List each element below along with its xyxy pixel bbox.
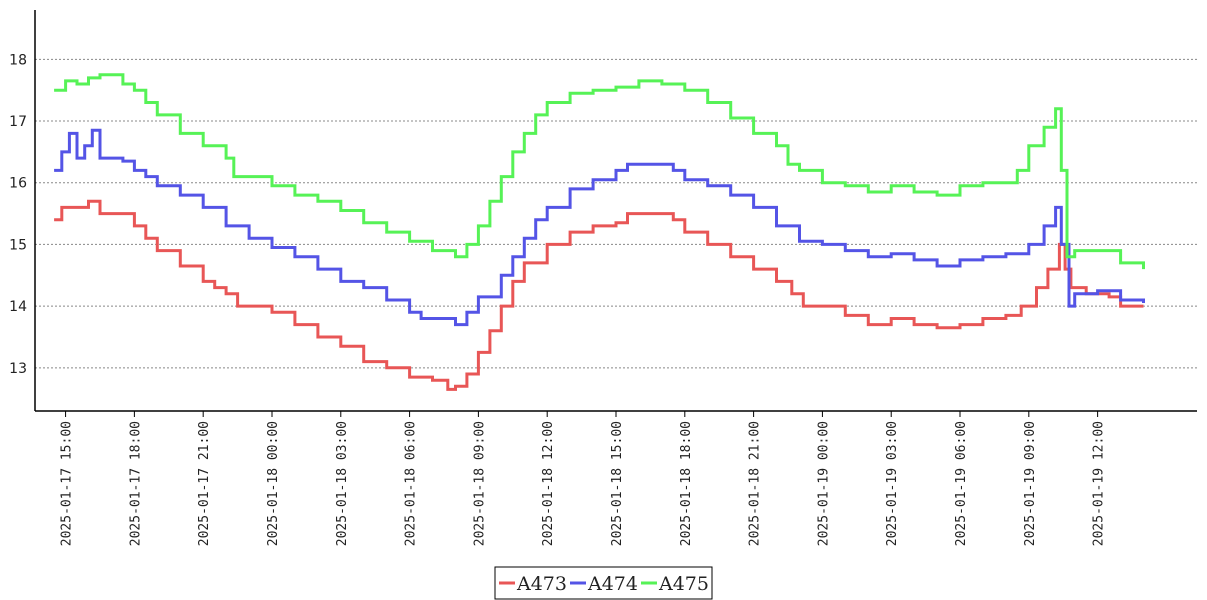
- y-tick-labels: 13 14 15 16 17 18: [9, 52, 27, 376]
- x-tick-label: 2025-01-18 09:00: [472, 421, 487, 546]
- y-tick-label: 17: [9, 114, 27, 130]
- series-line-a474: [54, 128, 1145, 327]
- x-tick-label: 2025-01-17 15:00: [60, 421, 75, 546]
- legend-label-a474: A474: [587, 573, 638, 595]
- x-tick-label: 2025-01-19 09:00: [1023, 421, 1038, 546]
- gridlines: [35, 58, 1197, 369]
- x-tick-label: 2025-01-18 00:00: [266, 421, 281, 546]
- legend-items: A473 A474 A475: [499, 573, 709, 595]
- x-tick-labels: 2025-01-17 15:00 2025-01-17 18:00 2025-01-…: [60, 411, 1107, 546]
- y-tick-label: 13: [9, 361, 27, 377]
- x-tick-label: 2025-01-19 00:00: [816, 421, 831, 546]
- series-line-a475: [54, 73, 1145, 270]
- series-lines: [54, 73, 1145, 391]
- x-tick-label: 2025-01-17 21:00: [197, 421, 212, 546]
- y-tick-label: 14: [9, 299, 27, 315]
- legend: A473 A474 A475: [494, 566, 713, 600]
- series-line-a473: [54, 199, 1144, 391]
- legend-label-a473: A473: [516, 573, 567, 595]
- x-tick-label: 2025-01-19 03:00: [885, 421, 900, 546]
- x-tick-label: 2025-01-18 12:00: [541, 421, 556, 546]
- y-tick-label: 15: [9, 237, 27, 253]
- x-tick-label: 2025-01-18 18:00: [679, 421, 694, 546]
- x-tick-label: 2025-01-18 06:00: [404, 421, 419, 546]
- legend-label-a475: A475: [658, 573, 709, 595]
- x-tick-label: 2025-01-18 21:00: [748, 421, 763, 546]
- y-tick-label: 18: [9, 52, 27, 68]
- x-tick-label: 2025-01-17 18:00: [128, 421, 143, 546]
- x-tick-label: 2025-01-19 12:00: [1092, 421, 1107, 546]
- x-tick-label: 2025-01-18 15:00: [610, 421, 625, 546]
- y-tick-label: 16: [9, 176, 27, 192]
- legend-box: [494, 566, 713, 600]
- x-tick-label: 2025-01-19 06:00: [954, 421, 969, 546]
- x-tick-label: 2025-01-18 03:00: [335, 421, 350, 546]
